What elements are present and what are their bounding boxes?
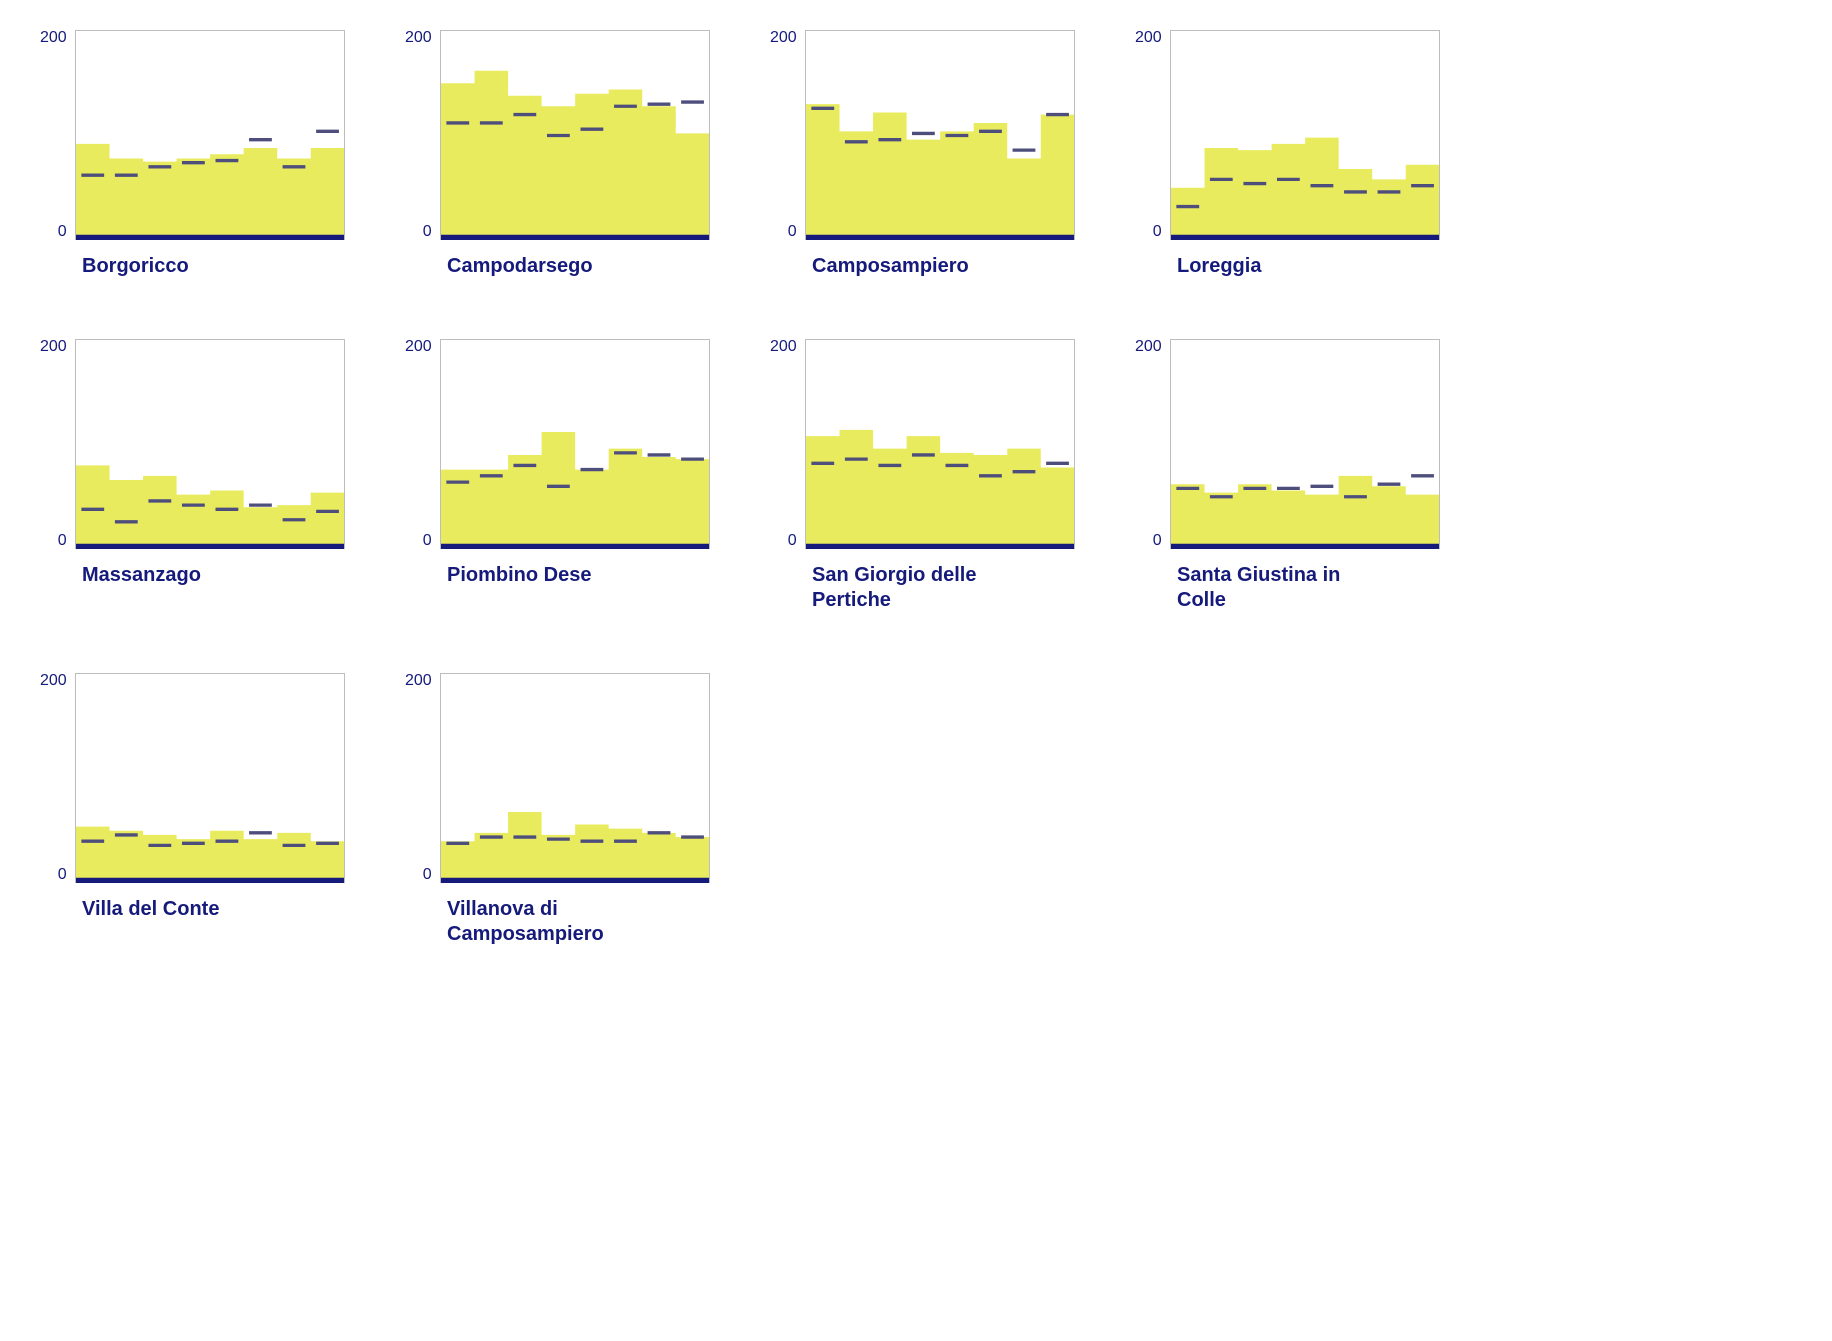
y-tick-top: 200 xyxy=(770,339,797,355)
y-axis: 200 0 xyxy=(405,339,440,549)
y-axis: 200 0 xyxy=(1135,30,1170,240)
chart-title: Campodarsego xyxy=(447,254,657,279)
chart-title: Villa del Conte xyxy=(82,897,292,922)
plot-area xyxy=(75,339,345,549)
y-axis: 200 0 xyxy=(40,339,75,549)
y-tick-bottom: 0 xyxy=(58,224,67,240)
y-axis: 200 0 xyxy=(40,30,75,240)
y-tick-bottom: 0 xyxy=(788,224,797,240)
y-tick-top: 200 xyxy=(40,30,67,46)
plot-area xyxy=(805,339,1075,549)
chart-panel: 200 0 Santa Giustina in Colle xyxy=(1135,339,1440,613)
y-axis: 200 0 xyxy=(770,339,805,549)
area-fill xyxy=(441,432,709,549)
chart-wrap: 200 0 xyxy=(770,339,1075,549)
area-fill xyxy=(441,71,709,240)
chart-title: Loreggia xyxy=(1177,254,1387,279)
chart-panel: 200 0 San Giorgio delle Pertiche xyxy=(770,339,1075,613)
y-tick-bottom: 0 xyxy=(1153,533,1162,549)
chart-title: Santa Giustina in Colle xyxy=(1177,563,1387,613)
y-tick-bottom: 0 xyxy=(788,533,797,549)
y-tick-top: 200 xyxy=(405,339,432,355)
plot-area xyxy=(75,673,345,883)
small-multiples-grid: 200 0 Borgoricco 200 0 xyxy=(40,30,1440,947)
chart-panel: 200 0 Camposampiero xyxy=(770,30,1075,279)
area-fill xyxy=(1171,476,1439,549)
chart-panel: 200 0 Campodarsego xyxy=(405,30,710,279)
y-tick-bottom: 0 xyxy=(1153,224,1162,240)
y-tick-top: 200 xyxy=(405,673,432,689)
chart-panel: 200 0 Loreggia xyxy=(1135,30,1440,279)
y-tick-top: 200 xyxy=(40,339,67,355)
chart-wrap: 200 0 xyxy=(1135,339,1440,549)
area-fill xyxy=(441,812,709,883)
chart-wrap: 200 0 xyxy=(40,673,345,883)
chart-wrap: 200 0 xyxy=(405,673,710,883)
chart-panel: 200 0 Massanzago xyxy=(40,339,345,613)
plot-area xyxy=(75,30,345,240)
y-tick-bottom: 0 xyxy=(58,533,67,549)
chart-wrap: 200 0 xyxy=(405,30,710,240)
plot-area xyxy=(440,30,710,240)
chart-wrap: 200 0 xyxy=(40,30,345,240)
chart-title: San Giorgio delle Pertiche xyxy=(812,563,1022,613)
chart-panel: 200 0 Borgoricco xyxy=(40,30,345,279)
chart-panel: 200 0 Villanova di Camposampiero xyxy=(405,673,710,947)
y-tick-bottom: 0 xyxy=(58,867,67,883)
chart-title: Villanova di Camposampiero xyxy=(447,897,657,947)
y-tick-top: 200 xyxy=(405,30,432,46)
y-axis: 200 0 xyxy=(1135,339,1170,549)
plot-area xyxy=(440,339,710,549)
plot-area xyxy=(805,30,1075,240)
y-axis: 200 0 xyxy=(770,30,805,240)
y-axis: 200 0 xyxy=(405,673,440,883)
y-axis: 200 0 xyxy=(405,30,440,240)
area-fill xyxy=(76,144,344,240)
plot-area xyxy=(1170,30,1440,240)
y-tick-bottom: 0 xyxy=(423,224,432,240)
y-tick-top: 200 xyxy=(1135,30,1162,46)
chart-wrap: 200 0 xyxy=(40,339,345,549)
chart-wrap: 200 0 xyxy=(405,339,710,549)
plot-area xyxy=(1170,339,1440,549)
area-fill xyxy=(806,430,1074,549)
chart-title: Piombino Dese xyxy=(447,563,657,588)
area-fill xyxy=(1171,138,1439,240)
chart-title: Camposampiero xyxy=(812,254,1022,279)
y-tick-top: 200 xyxy=(770,30,797,46)
chart-panel: 200 0 Villa del Conte xyxy=(40,673,345,947)
y-axis: 200 0 xyxy=(40,673,75,883)
chart-title: Massanzago xyxy=(82,563,292,588)
chart-wrap: 200 0 xyxy=(770,30,1075,240)
chart-panel: 200 0 Piombino Dese xyxy=(405,339,710,613)
plot-area xyxy=(440,673,710,883)
y-tick-top: 200 xyxy=(1135,339,1162,355)
chart-wrap: 200 0 xyxy=(1135,30,1440,240)
area-fill xyxy=(76,465,344,549)
y-tick-bottom: 0 xyxy=(423,533,432,549)
y-tick-top: 200 xyxy=(40,673,67,689)
area-fill xyxy=(806,104,1074,240)
chart-title: Borgoricco xyxy=(82,254,292,279)
y-tick-bottom: 0 xyxy=(423,867,432,883)
